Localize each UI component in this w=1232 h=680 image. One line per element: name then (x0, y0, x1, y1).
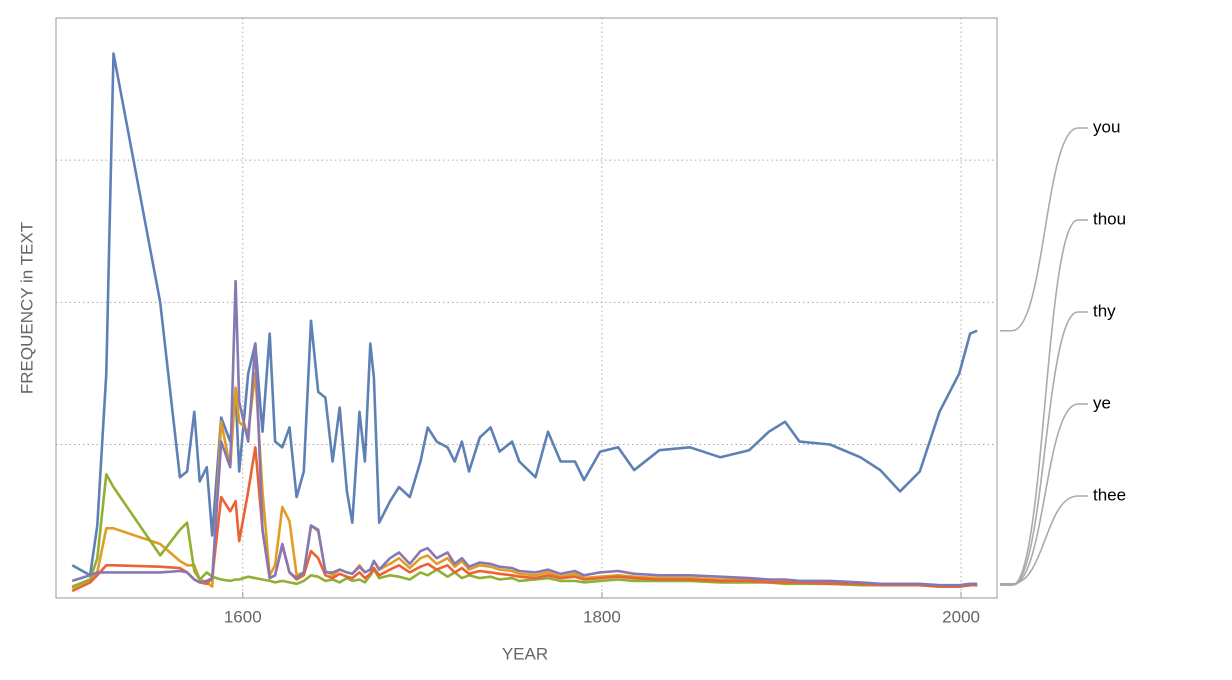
x-axis-label: YEAR (502, 644, 548, 663)
label-connector (1000, 495, 1088, 585)
label-connector (1000, 127, 1088, 332)
series-label: thou (1093, 209, 1126, 228)
series-line (71, 52, 978, 577)
plot-frame (55, 17, 998, 599)
series-label: ye (1093, 393, 1111, 412)
label-connector (1000, 219, 1088, 587)
label-connector (1000, 311, 1088, 587)
series-label: thy (1093, 301, 1116, 320)
series-label: you (1093, 117, 1120, 136)
x-tick-label: 2000 (942, 607, 980, 626)
series-line (71, 446, 978, 593)
x-tick-label: 1600 (224, 607, 262, 626)
series-line (71, 473, 978, 588)
series-line (71, 372, 978, 590)
y-axis-label: FREQUENCY in TEXT (17, 222, 36, 394)
series-label: thee (1093, 485, 1126, 504)
label-connector (1000, 403, 1088, 587)
series-line (71, 279, 978, 587)
x-tick-label: 1800 (583, 607, 621, 626)
